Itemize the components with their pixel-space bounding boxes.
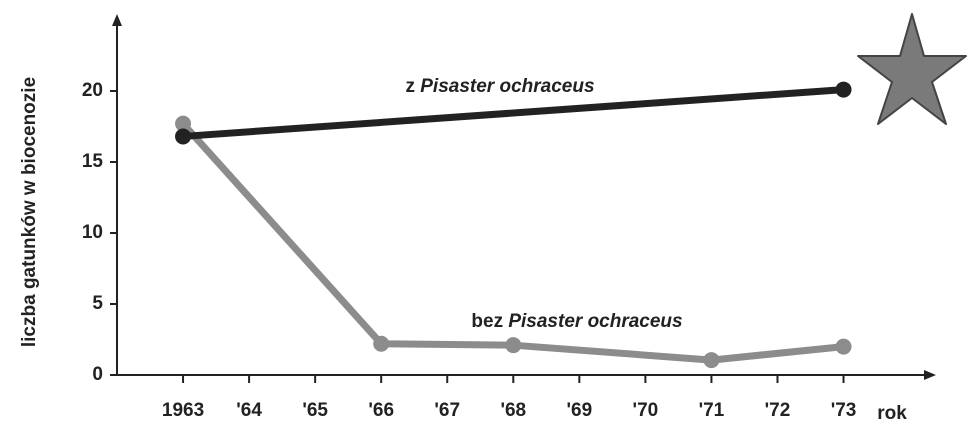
starfish bbox=[858, 14, 966, 124]
series-label: z Pisaster ochraceus bbox=[405, 76, 594, 97]
y-axis-arrow bbox=[112, 14, 122, 26]
y-tick-label: 15 bbox=[82, 151, 104, 172]
data-point bbox=[836, 82, 852, 98]
x-tick-label: '72 bbox=[765, 400, 791, 421]
x-tick-label: '70 bbox=[633, 400, 659, 421]
x-tick-label: 1963 bbox=[162, 400, 204, 421]
data-point bbox=[175, 128, 191, 144]
x-tick-label: '69 bbox=[567, 400, 593, 421]
x-tick-label: '68 bbox=[500, 400, 526, 421]
y-tick-label: 5 bbox=[92, 293, 103, 314]
data-point bbox=[703, 352, 719, 368]
x-tick-label: '65 bbox=[302, 400, 328, 421]
x-axis-arrow bbox=[924, 370, 936, 380]
y-tick-label: 10 bbox=[82, 222, 103, 243]
data-point bbox=[505, 337, 521, 353]
series-label: bez Pisaster ochraceus bbox=[471, 311, 682, 332]
x-axis-label: rok bbox=[877, 403, 907, 424]
x-tick-label: '71 bbox=[699, 400, 725, 421]
data-point bbox=[373, 336, 389, 352]
x-tick-label: '67 bbox=[434, 400, 460, 421]
x-tick-label: '66 bbox=[368, 400, 394, 421]
y-tick-label: 20 bbox=[82, 80, 103, 101]
y-axis-label: liczba gatunków w biocenozie bbox=[19, 77, 40, 347]
x-tick-label: '73 bbox=[831, 400, 857, 421]
data-point bbox=[836, 339, 852, 355]
chart: liczba gatunków w biocenozie rok 0 5 10 15 2… bbox=[0, 0, 968, 424]
x-tick-label: '64 bbox=[236, 400, 262, 421]
y-tick-label: 0 bbox=[92, 364, 103, 385]
page: liczba gatunków w biocenozie rok 0 5 10 15 2… bbox=[0, 0, 968, 424]
